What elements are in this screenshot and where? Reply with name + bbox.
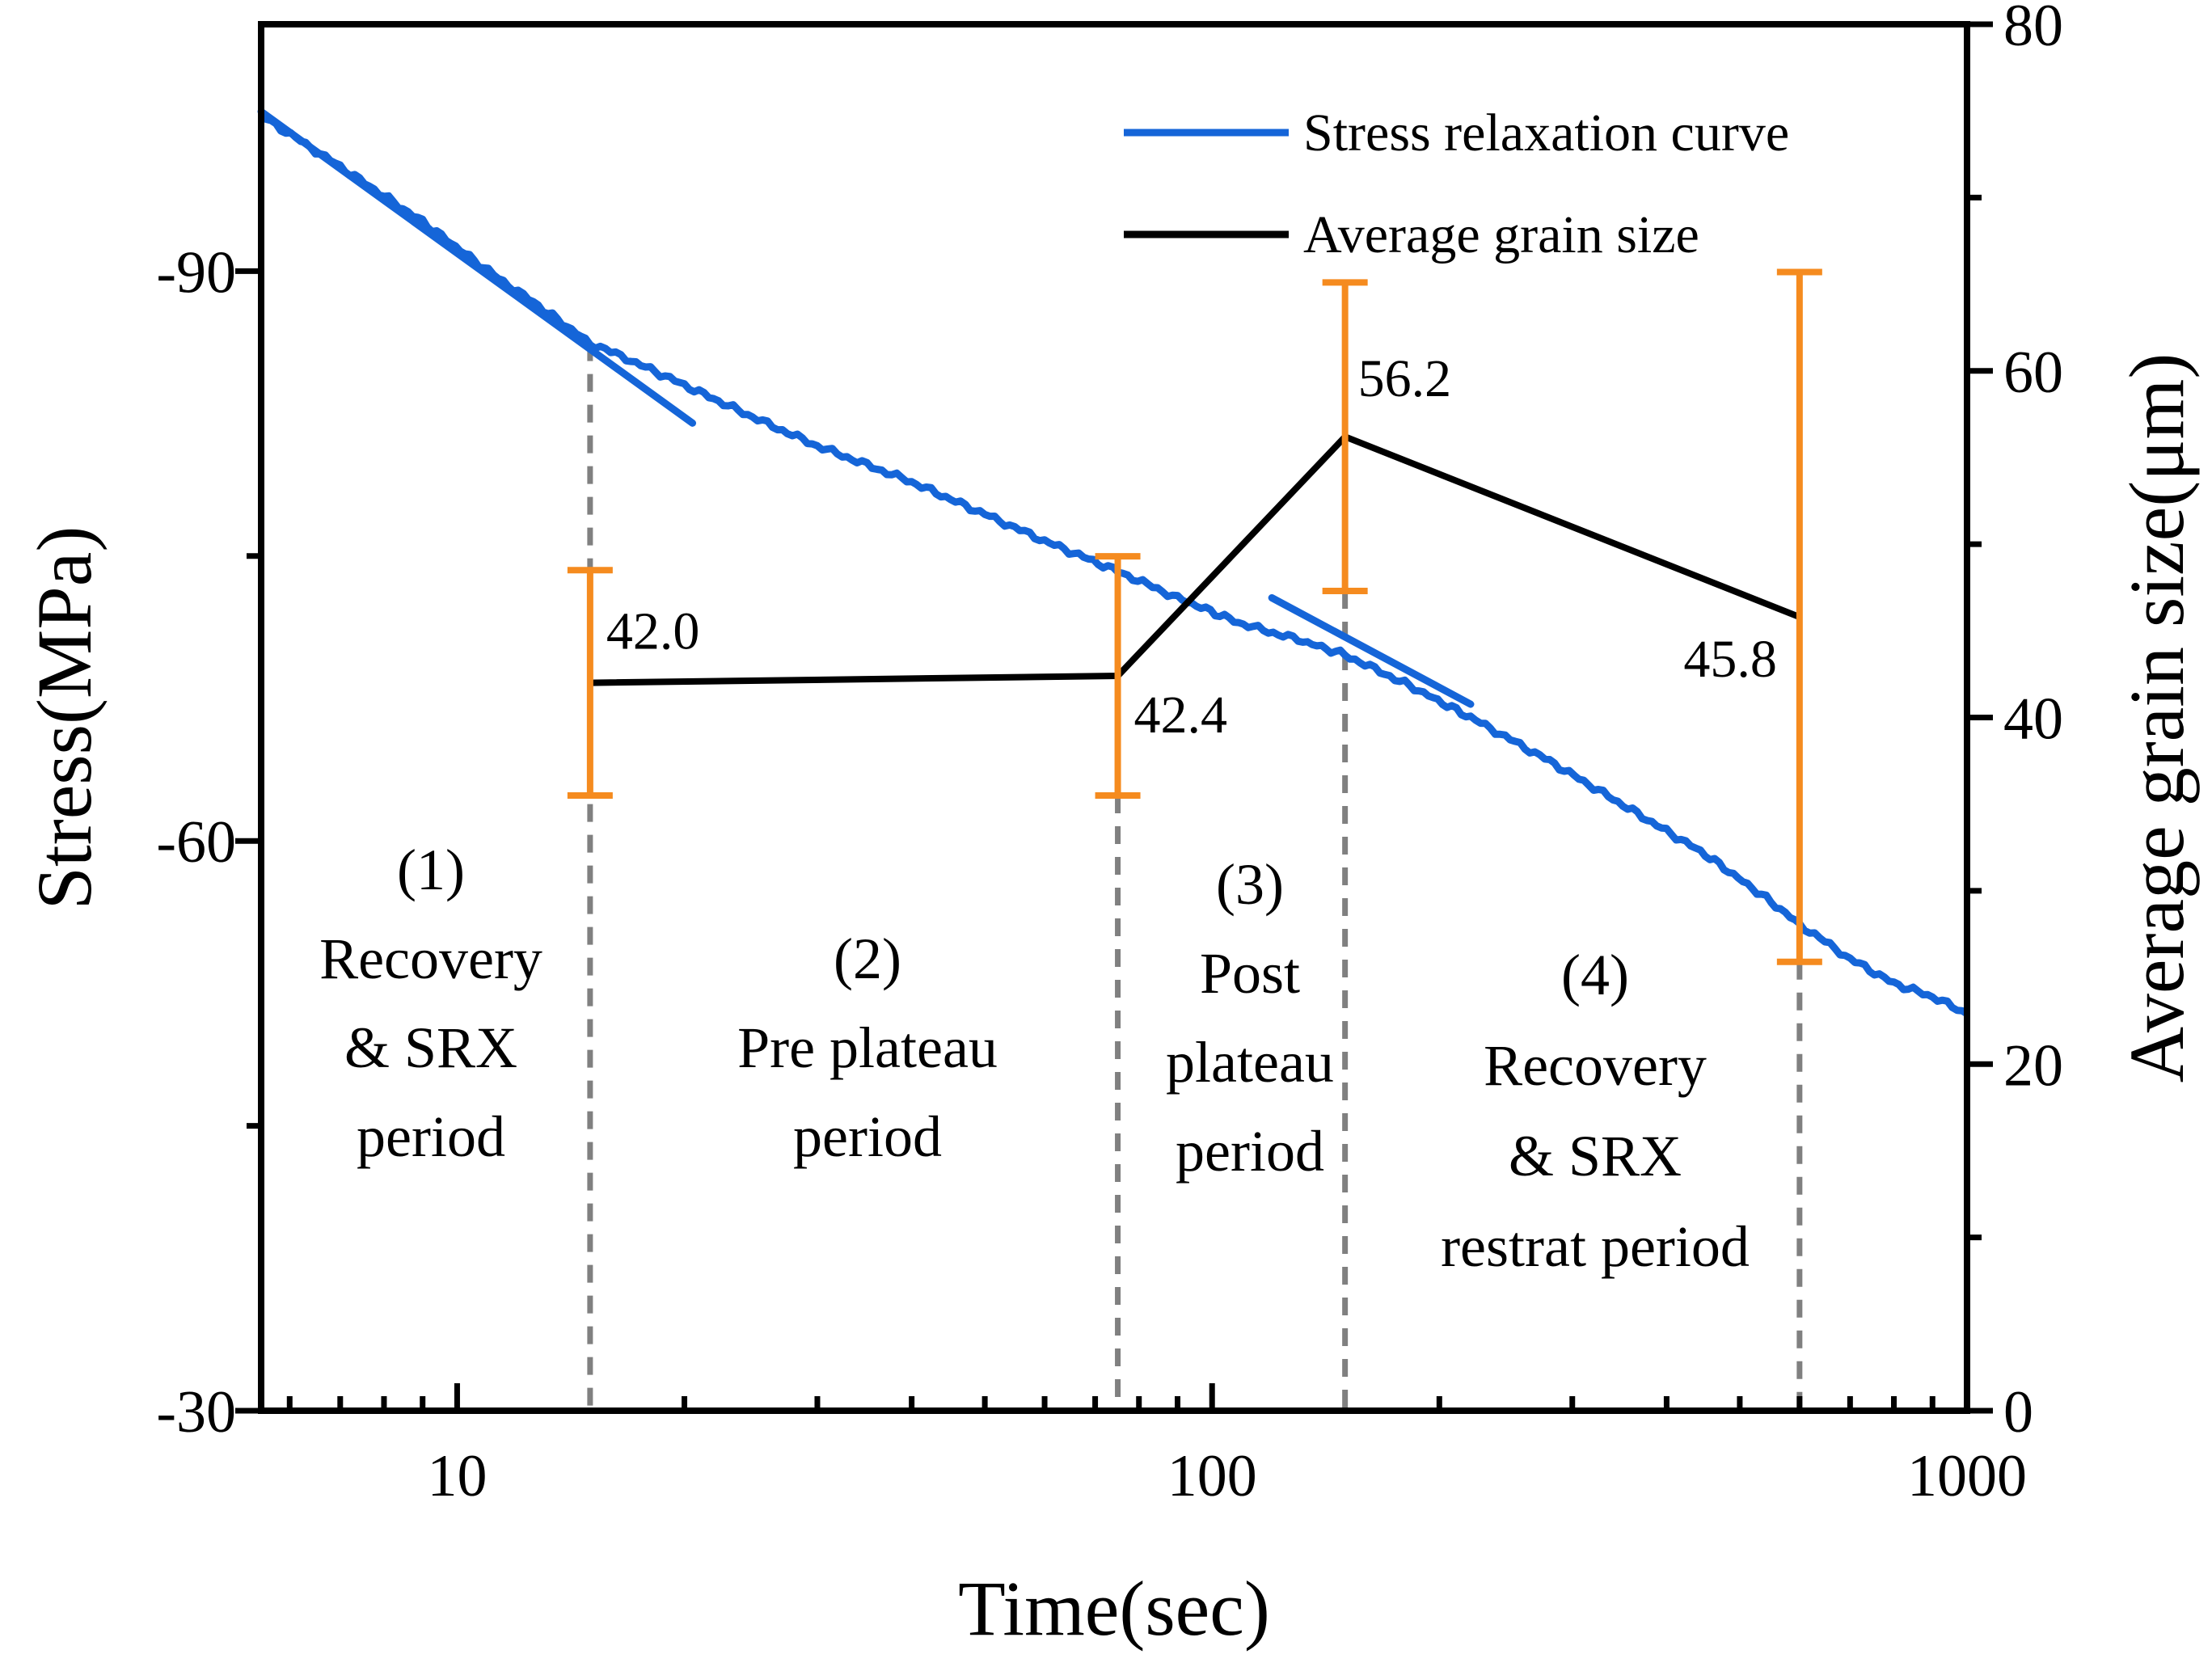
- right-y-tick-label: 0: [2003, 1379, 2033, 1445]
- grain-size-value-label: 42.4: [1134, 686, 1228, 745]
- grain-size-value-label: 42.0: [606, 602, 700, 661]
- average-grain-size-line: [589, 433, 1801, 686]
- x-axis-ticks: 10 100 1000: [286, 1383, 2027, 1509]
- legend-label: Average grain size: [1303, 205, 1699, 264]
- region-label-line: (2): [834, 926, 901, 991]
- grain-size-value-label: 56.2: [1358, 349, 1452, 408]
- left-y-tick-label: -30: [156, 1379, 236, 1445]
- legend: Stress relaxation curve Average grain siz…: [1124, 103, 1789, 264]
- region-label-line: period: [1176, 1119, 1324, 1184]
- region-label-line: (3): [1216, 852, 1284, 917]
- right-y-axis-ticks: 80 60 40 20 0: [1967, 0, 2063, 1445]
- x-tick-label: 10: [427, 1443, 487, 1509]
- region-annotations: (1) Recovery & SRX period (2) Pre plateau peri…: [319, 838, 1750, 1279]
- region-label-line: Pre plateau: [737, 1015, 998, 1080]
- recovery-fit-line-region-1: [257, 108, 697, 427]
- recovery-fit-line-region-4: [1268, 593, 1475, 708]
- left-y-axis-ticks: -90 -60 -30: [156, 239, 261, 1445]
- left-y-tick-label: -60: [156, 809, 236, 876]
- right-y-tick-label: 80: [2003, 0, 2063, 59]
- right-y-axis-title: Average grain size(μm): [2113, 353, 2200, 1083]
- grain-size-value-label: 45.8: [1683, 630, 1777, 689]
- region-label-line: Recovery: [1484, 1033, 1707, 1098]
- region-label-line: & SRX: [1509, 1124, 1682, 1188]
- region-label-line: period: [357, 1104, 505, 1169]
- region-label-line: (4): [1561, 943, 1629, 1007]
- right-y-tick-label: 20: [2003, 1032, 2063, 1099]
- region-label-line: (1): [397, 838, 465, 902]
- region-label-line: period: [793, 1104, 942, 1169]
- left-y-axis-title: Stress(MPa): [21, 526, 108, 910]
- x-axis-title: Time(sec): [958, 1565, 1270, 1652]
- region-boundaries: [587, 343, 1803, 1407]
- x-tick-label: 100: [1167, 1443, 1257, 1509]
- region-label-line: plateau: [1166, 1030, 1334, 1095]
- right-y-tick-label: 60: [2003, 340, 2063, 406]
- grain-size-error-bars: [567, 268, 1822, 965]
- grain-size-value-labels: 42.0 42.4 56.2 45.8: [606, 349, 1777, 745]
- x-tick-label: 1000: [1907, 1443, 2027, 1509]
- data-series: [257, 108, 1969, 1017]
- stress-relaxation-curve: [258, 112, 1969, 1017]
- region-label-line: Recovery: [319, 926, 542, 991]
- left-y-tick-label: -90: [156, 239, 236, 306]
- region-label-line: & SRX: [344, 1015, 517, 1080]
- region-label-line: restrat period: [1441, 1214, 1750, 1279]
- right-y-tick-label: 40: [2003, 686, 2063, 753]
- legend-label: Stress relaxation curve: [1303, 103, 1789, 162]
- region-label-line: Post: [1200, 941, 1300, 1006]
- plot-frame: [258, 21, 1970, 1414]
